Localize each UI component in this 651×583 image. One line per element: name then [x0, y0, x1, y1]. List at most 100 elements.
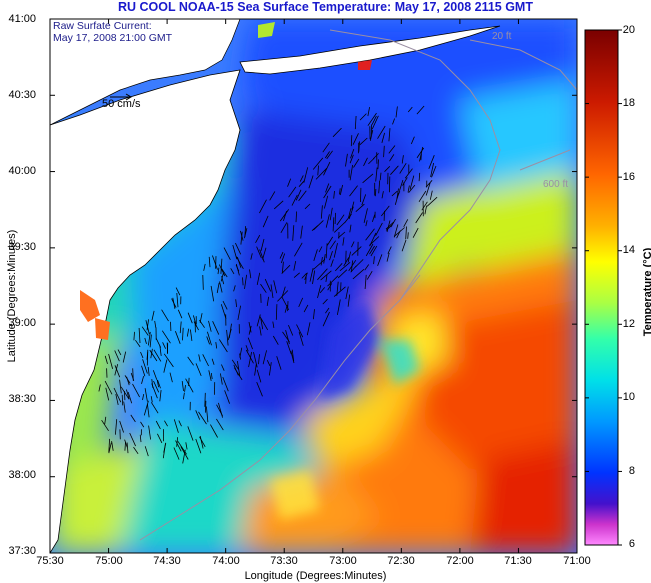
current-vector [186, 328, 190, 337]
current-vector [218, 264, 226, 277]
current-vector [142, 359, 148, 374]
current-vector [248, 351, 252, 368]
current-vector [149, 349, 158, 362]
current-vector [337, 299, 341, 315]
current-vector [352, 268, 365, 280]
current-vector [205, 400, 207, 413]
current-vector [288, 324, 294, 336]
current-vector [235, 256, 244, 270]
axis-ticks [49, 18, 578, 554]
current-vector [285, 329, 290, 345]
current-vector [320, 270, 332, 281]
current-vector [288, 186, 297, 198]
current-vector [359, 113, 367, 121]
current-vector [151, 310, 155, 321]
current-vector [256, 246, 262, 259]
current-vector [181, 381, 184, 391]
current-vector [327, 275, 339, 287]
current-vector [317, 285, 322, 299]
current-vector [388, 145, 396, 154]
current-vector [124, 442, 126, 451]
current-vector [401, 239, 407, 252]
current-vector [126, 442, 129, 454]
current-vector [359, 137, 368, 145]
current-vector [173, 447, 180, 460]
current-vector [377, 125, 386, 139]
current-vector [144, 337, 147, 345]
current-vector [303, 304, 309, 313]
current-vector [375, 167, 378, 182]
current-vector [280, 222, 288, 234]
current-vector [365, 228, 375, 241]
current-vector [363, 157, 368, 167]
current-vector [337, 269, 348, 279]
y-axis-label: Latitude (Degrees:Minutes) [6, 229, 18, 363]
current-vector [333, 243, 338, 258]
current-vector [298, 331, 304, 346]
current-vector [322, 311, 330, 327]
current-vector [249, 269, 252, 279]
current-vector [348, 208, 352, 218]
current-vector [195, 363, 202, 377]
current-vector [304, 203, 311, 210]
current-vector [175, 287, 181, 296]
current-vector [147, 366, 150, 376]
current-vector [393, 224, 399, 238]
current-vector [187, 426, 194, 441]
current-vector [248, 322, 252, 333]
current-vectors [98, 105, 438, 464]
current-vector [132, 368, 134, 381]
x-tick-label: 75:00 [95, 555, 123, 567]
current-vector [416, 147, 425, 159]
current-vector [298, 297, 304, 308]
current-vector [138, 327, 141, 344]
current-vector [329, 250, 333, 261]
current-vector [182, 327, 184, 341]
current-vector [237, 305, 241, 320]
current-vector [98, 384, 101, 392]
current-vector [407, 106, 413, 113]
current-vector [335, 263, 343, 272]
current-vector [342, 237, 345, 246]
current-vector [104, 380, 113, 395]
current-vector [318, 246, 323, 253]
current-vector [323, 254, 326, 264]
current-vector [312, 270, 316, 285]
colorbar-tick-label: 14 [622, 244, 635, 256]
current-vector [272, 335, 279, 345]
current-vector [391, 190, 398, 197]
current-vector [339, 188, 341, 195]
current-vector [306, 322, 311, 336]
current-vector [430, 162, 434, 177]
current-vector [124, 375, 131, 384]
current-vector [101, 419, 109, 432]
current-vector [370, 245, 378, 257]
x-tick-label: 71:00 [563, 555, 591, 567]
current-vector [260, 317, 264, 330]
current-vector [199, 436, 206, 447]
current-vector [343, 257, 350, 267]
current-vector [330, 259, 334, 267]
current-vector [150, 348, 153, 359]
current-vector [172, 297, 176, 309]
current-vector [369, 129, 374, 141]
current-vector [179, 321, 182, 334]
current-vector [313, 309, 315, 320]
y-tick-label: 37:30 [8, 545, 36, 557]
current-vector [347, 294, 351, 307]
current-vector [210, 285, 215, 302]
x-axis-label: Longitude (Degrees:Minutes) [244, 570, 387, 582]
current-vector [124, 390, 126, 401]
current-vector [258, 354, 260, 365]
current-vector [202, 274, 204, 290]
current-vector [162, 443, 166, 459]
current-vector [142, 394, 145, 401]
current-vector [394, 192, 399, 206]
current-vector [219, 281, 223, 293]
current-vector [140, 351, 144, 359]
current-vector [156, 380, 159, 388]
current-vector [395, 106, 398, 118]
current-vector [226, 329, 229, 346]
current-vector [291, 194, 298, 206]
current-vector [369, 236, 380, 246]
